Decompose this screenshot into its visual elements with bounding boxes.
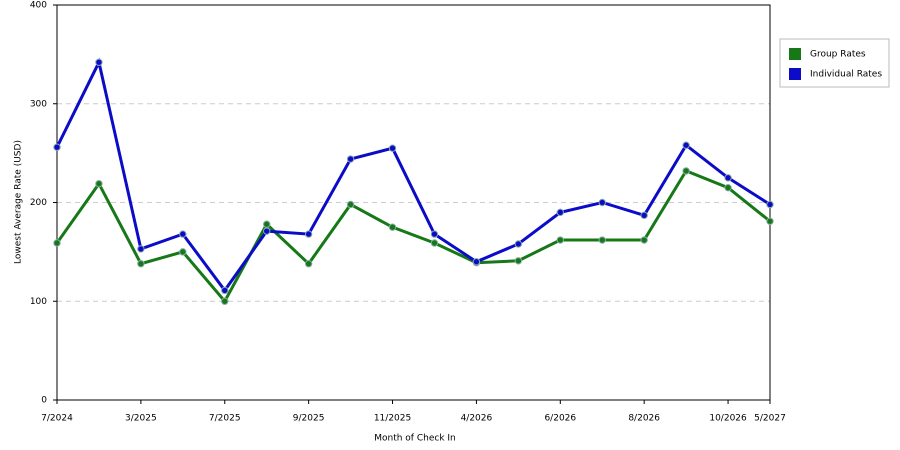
data-point bbox=[95, 180, 103, 188]
x-tick-label: 8/2026 bbox=[628, 414, 660, 424]
data-point bbox=[263, 220, 271, 228]
data-point bbox=[682, 141, 690, 149]
data-point bbox=[556, 208, 564, 217]
data-point bbox=[304, 260, 313, 268]
data-point bbox=[53, 239, 61, 247]
y-tick-label: 400 bbox=[30, 1, 47, 11]
x-tick-label: 5/2027 bbox=[754, 414, 786, 424]
legend-swatch bbox=[789, 68, 801, 80]
series-line bbox=[55, 169, 771, 304]
y-tick-label: 100 bbox=[30, 297, 47, 307]
data-point bbox=[766, 217, 774, 225]
data-point bbox=[137, 260, 145, 268]
data-point bbox=[53, 143, 61, 151]
x-axis-label: Month of Check In bbox=[374, 434, 456, 444]
data-point bbox=[346, 200, 355, 209]
data-point bbox=[724, 183, 732, 192]
series-line bbox=[55, 57, 771, 293]
x-tick-label: 10/2026 bbox=[709, 414, 747, 424]
data-point bbox=[263, 227, 271, 235]
data-point bbox=[430, 239, 439, 247]
data-point bbox=[221, 297, 229, 305]
data-point bbox=[179, 248, 187, 256]
x-tick-label: 9/2025 bbox=[293, 414, 325, 424]
data-point bbox=[598, 236, 606, 244]
data-point bbox=[430, 230, 439, 238]
data-point bbox=[598, 198, 606, 207]
y-axis-label: Lowest Average Rate (USD) bbox=[14, 140, 24, 264]
data-point bbox=[472, 258, 481, 266]
legend-swatch bbox=[789, 48, 801, 60]
data-point bbox=[514, 240, 523, 248]
data-point bbox=[304, 230, 313, 238]
data-point bbox=[95, 58, 103, 66]
data-point bbox=[640, 211, 648, 220]
data-point bbox=[388, 223, 397, 231]
data-point bbox=[556, 236, 564, 244]
data-point bbox=[514, 257, 523, 265]
x-tick-label: 3/2025 bbox=[125, 414, 157, 424]
y-tick-label: 300 bbox=[30, 99, 47, 109]
y-tick-label: 0 bbox=[41, 396, 47, 406]
data-point bbox=[766, 200, 774, 209]
data-point bbox=[724, 174, 732, 182]
data-point bbox=[346, 155, 355, 163]
data-point bbox=[640, 236, 648, 244]
x-tick-label: 11/2025 bbox=[374, 414, 411, 424]
data-point bbox=[179, 230, 187, 238]
x-tick-label: 6/2026 bbox=[544, 414, 576, 424]
data-point bbox=[388, 144, 397, 152]
legend-label: Individual Rates bbox=[810, 70, 882, 80]
data-point bbox=[682, 167, 690, 175]
x-tick-label: 7/2025 bbox=[209, 414, 241, 424]
y-tick-label: 200 bbox=[30, 198, 47, 208]
legend-label: Group Rates bbox=[810, 50, 866, 60]
x-tick-label: 7/2024 bbox=[41, 414, 73, 424]
data-point bbox=[137, 245, 145, 253]
x-tick-label: 4/2026 bbox=[461, 414, 493, 424]
data-point bbox=[221, 286, 229, 295]
